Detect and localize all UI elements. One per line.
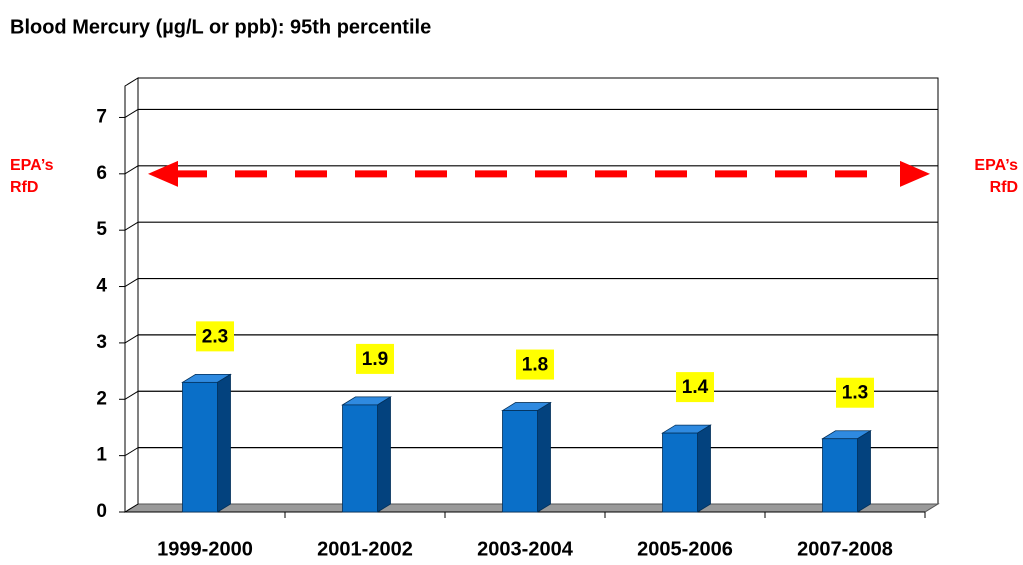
bar-side <box>537 401 551 513</box>
arrow-head-left <box>148 160 178 187</box>
chart-title: Blood Mercury (µg/L or ppb): 95th percen… <box>10 16 431 38</box>
bar-front <box>502 410 538 513</box>
x-tick-label: 2007-2008 <box>797 538 893 560</box>
grid-line-side <box>124 390 139 400</box>
value-label-box <box>836 377 874 408</box>
bar-side <box>377 396 391 513</box>
bar-front <box>662 432 698 513</box>
value-label: 1.9 <box>362 349 388 370</box>
reference-label: RfD <box>990 179 1018 196</box>
value-label-box <box>516 349 554 380</box>
y-tick-label: 2 <box>96 388 107 409</box>
bar-front <box>342 404 378 513</box>
bar-side <box>697 424 711 513</box>
y-tick-label: 1 <box>96 445 107 466</box>
bar-front <box>822 438 858 513</box>
bar <box>341 396 392 513</box>
grid-line-side <box>124 334 139 344</box>
value-label: 1.3 <box>842 383 868 404</box>
value-label-box <box>196 321 234 352</box>
grid-line-side <box>124 221 139 231</box>
x-tick-label: 2001-2002 <box>317 538 413 560</box>
arrow-head-right <box>900 160 930 187</box>
value-label: 1.8 <box>522 355 548 376</box>
y-tick-label: 7 <box>96 106 107 127</box>
grid-line-side <box>124 165 139 175</box>
value-label: 1.4 <box>682 377 709 398</box>
x-tick-label: 2003-2004 <box>477 538 574 560</box>
value-label-box <box>676 372 714 403</box>
bar <box>181 373 232 513</box>
y-tick-label: 3 <box>96 332 107 353</box>
bar-front <box>182 381 218 513</box>
bar-side <box>857 430 871 513</box>
side-wall <box>124 77 139 513</box>
grid-line-side <box>124 278 139 287</box>
y-tick-label: 6 <box>96 163 107 184</box>
bar <box>661 424 712 513</box>
y-tick-label: 4 <box>96 276 107 297</box>
grid-line-side <box>124 447 139 457</box>
bar-side <box>217 373 231 513</box>
bar <box>821 430 872 513</box>
reference-label: EPA’s <box>974 157 1018 174</box>
value-label: 2.3 <box>202 326 228 347</box>
reference-label: EPA’s <box>10 157 54 174</box>
value-label-box <box>356 343 394 374</box>
bar <box>501 401 552 513</box>
y-tick-label: 0 <box>96 501 107 522</box>
y-tick-label: 5 <box>96 219 107 240</box>
x-tick-label: 2005-2006 <box>637 538 733 560</box>
grid-line-side <box>124 109 139 118</box>
x-tick-label: 1999-2000 <box>157 538 253 560</box>
reference-label: RfD <box>10 179 38 196</box>
